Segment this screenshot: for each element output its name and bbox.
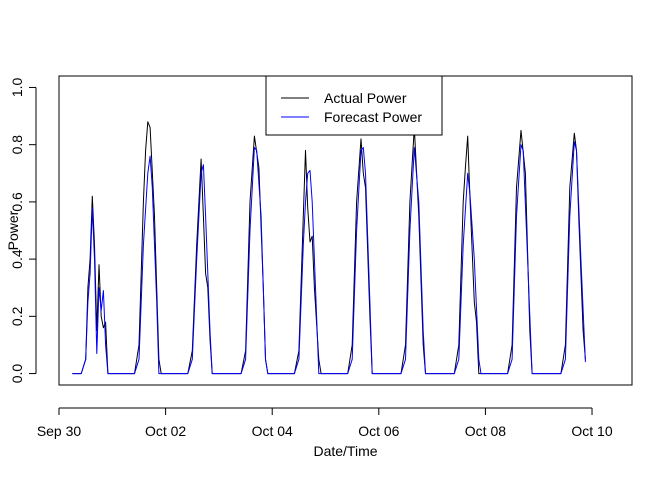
x-axis-title: Date/Time: [313, 443, 377, 459]
y-tick-label: 0.0: [9, 364, 25, 384]
y-tick-label: 0.2: [9, 306, 25, 326]
x-tick-label: Oct 02: [145, 423, 186, 439]
x-tick-label: Oct 04: [252, 423, 293, 439]
y-axis: 0.0 0.2 0.4 0.6 0.8 1.0: [9, 78, 37, 384]
y-tick-label: 1.0: [9, 78, 25, 98]
series-layer: [72, 121, 586, 375]
y-tick-label: 0.8: [9, 135, 25, 155]
legend-label-actual: Actual Power: [324, 90, 407, 106]
legend-label-forecast: Forecast Power: [324, 109, 422, 125]
series-line-forecast-power: [72, 141, 586, 375]
x-tick-label: Oct 06: [358, 423, 399, 439]
legend: Actual Power Forecast Power: [265, 75, 443, 136]
y-axis-title: Power: [5, 210, 21, 250]
x-tick-label: Sep 30: [37, 423, 82, 439]
legend-box: [265, 75, 443, 136]
x-axis: Sep 30 Oct 02 Oct 04 Oct 06 Oct 08 Oct 10: [37, 407, 613, 439]
y-tick-label: 0.6: [9, 192, 25, 212]
y-tick-label: 0.4: [9, 249, 25, 269]
x-tick-label: Oct 08: [465, 423, 506, 439]
x-tick-label: Oct 10: [571, 423, 612, 439]
